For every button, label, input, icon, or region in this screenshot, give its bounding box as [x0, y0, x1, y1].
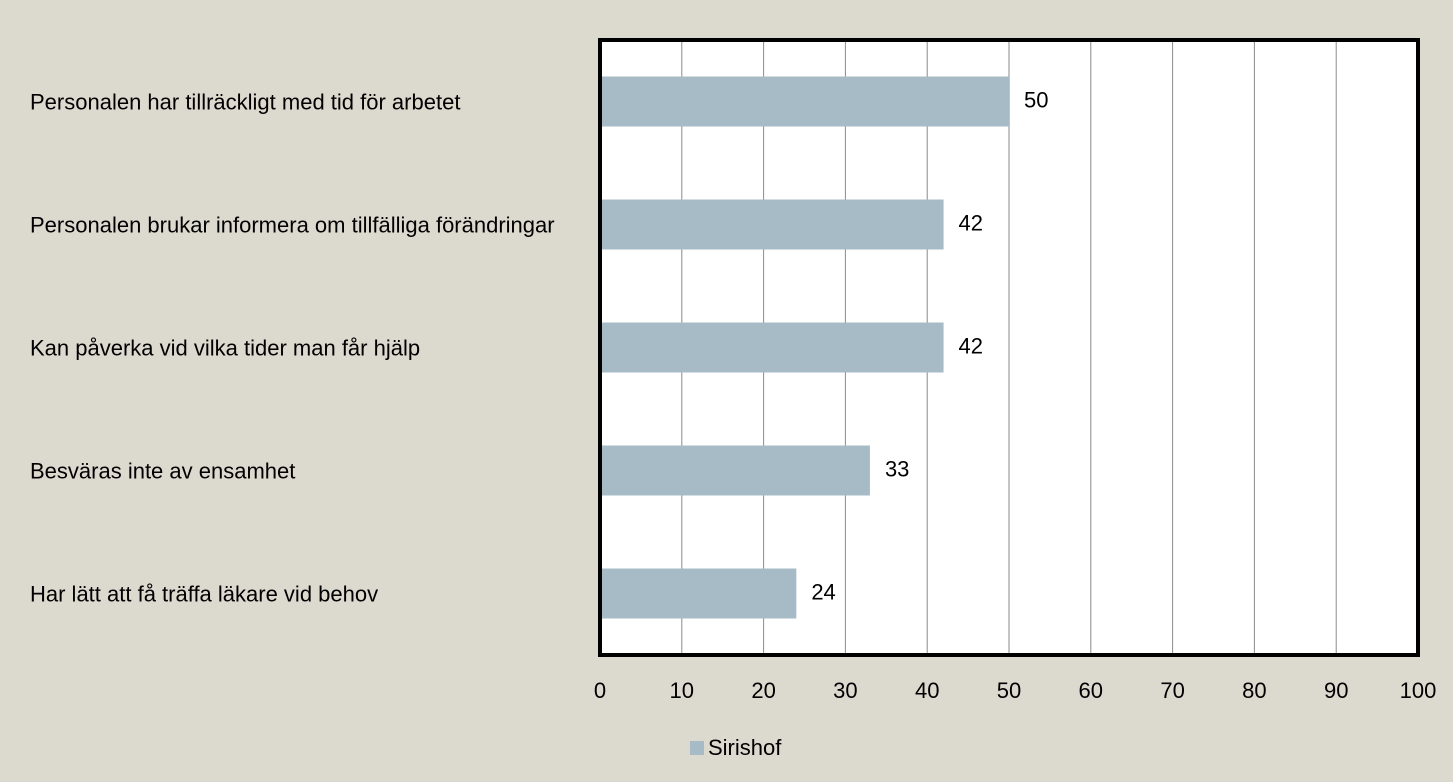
legend-swatch — [690, 741, 704, 755]
x-tick-label: 20 — [751, 678, 775, 703]
x-tick-label: 0 — [594, 678, 606, 703]
value-label: 42 — [959, 210, 983, 235]
x-tick-label: 70 — [1160, 678, 1184, 703]
x-tick-label: 50 — [997, 678, 1021, 703]
bar — [600, 445, 870, 496]
value-label: 50 — [1024, 87, 1048, 112]
bar — [600, 568, 797, 619]
x-tick-label: 80 — [1242, 678, 1266, 703]
category-label: Har lätt att få träffa läkare vid behov — [30, 581, 379, 606]
category-label: Kan påverka vid vilka tider man får hjäl… — [30, 335, 421, 360]
x-tick-label: 40 — [915, 678, 939, 703]
plot-border — [598, 38, 1420, 657]
legend-label: Sirishof — [708, 735, 782, 760]
bar — [600, 76, 1009, 127]
value-label: 33 — [885, 456, 909, 481]
x-tick-label: 30 — [833, 678, 857, 703]
x-tick-label: 90 — [1324, 678, 1348, 703]
x-tick-label: 10 — [670, 678, 694, 703]
category-label: Personalen har tillräckligt med tid för … — [30, 89, 461, 114]
value-label: 42 — [959, 333, 983, 358]
x-tick-label: 60 — [1079, 678, 1103, 703]
bar — [600, 322, 944, 373]
category-label: Besväras inte av ensamhet — [30, 458, 296, 483]
bar — [600, 199, 944, 250]
x-tick-label: 100 — [1400, 678, 1437, 703]
value-label: 24 — [811, 579, 835, 604]
category-label: Personalen brukar informera om tillfälli… — [30, 212, 555, 237]
